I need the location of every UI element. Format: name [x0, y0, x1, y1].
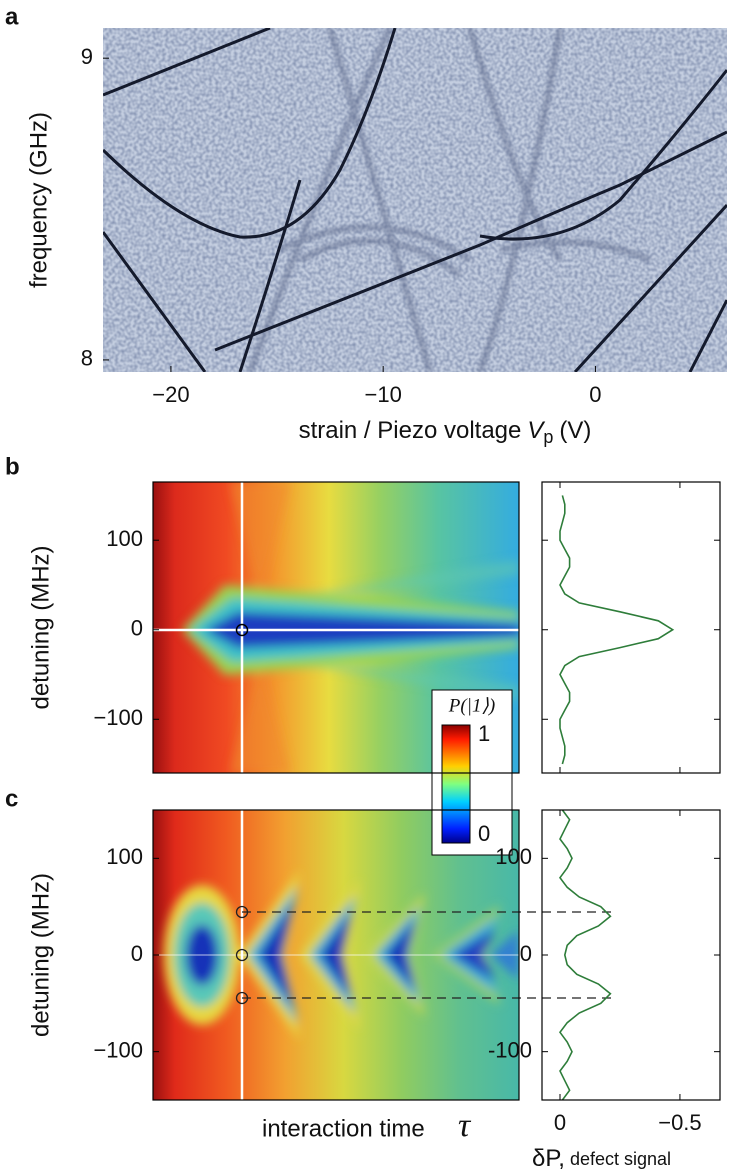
- x-axis-label-text: strain / Piezo voltage: [299, 417, 522, 444]
- frame: [541, 809, 721, 1101]
- x-axis-label-a: strain / Piezo voltage Vp (V): [299, 417, 592, 446]
- y-tick-label: 0: [520, 941, 532, 966]
- panel-label: b: [5, 453, 20, 480]
- y-tick-label: 100: [106, 526, 143, 551]
- y-tick-label: 8: [81, 346, 93, 371]
- y-tick-label: −100: [93, 1037, 143, 1062]
- frame: [152, 809, 520, 1101]
- x-tick-label: 0: [554, 1110, 566, 1135]
- x-axis-label-c: interaction time: [262, 1115, 425, 1142]
- x-axis-subscript: p: [543, 427, 553, 447]
- x-axis-symbol: V: [527, 417, 545, 444]
- y-tick-label: −100: [93, 705, 143, 730]
- y-tick-label: 0: [131, 616, 143, 641]
- y-axis-label: frequency (GHz): [25, 112, 52, 288]
- y-axis-label: detuning (MHz): [27, 873, 54, 1037]
- x-axis-label-side: δP, defect signal: [532, 1145, 671, 1172]
- frame: [541, 481, 721, 774]
- y-axis-label: detuning (MHz): [27, 545, 54, 709]
- defect-curve: [559, 495, 675, 765]
- y-tick-label: 100: [106, 844, 143, 869]
- x-axis-label-text: δP,: [532, 1145, 565, 1172]
- colorbar-tick-label: 1: [478, 721, 490, 746]
- y-tick-label: 0: [131, 941, 143, 966]
- y-tick-label: -100: [488, 1037, 532, 1062]
- x-tick-label: −0.5: [658, 1110, 701, 1135]
- guides: [153, 482, 612, 1110]
- y-tick-label: 100: [495, 844, 532, 869]
- colorbar-tick-label: 0: [478, 821, 490, 846]
- y-tick-label: 9: [81, 44, 93, 69]
- panel-label: a: [5, 3, 19, 30]
- x-axis-symbol-c: τ: [458, 1107, 472, 1144]
- x-axis-note: defect signal: [570, 1149, 671, 1169]
- colorbar-label: P(|1⟩): [448, 695, 495, 716]
- panel-label: c: [5, 785, 18, 812]
- x-tick-label: −20: [152, 382, 189, 407]
- defect-curve: [559, 809, 612, 1101]
- map-a: [103, 28, 727, 372]
- x-tick-label: −10: [364, 382, 401, 407]
- x-tick-label: 0: [589, 382, 601, 407]
- frame: [152, 481, 520, 774]
- x-axis-unit: (V): [559, 417, 591, 444]
